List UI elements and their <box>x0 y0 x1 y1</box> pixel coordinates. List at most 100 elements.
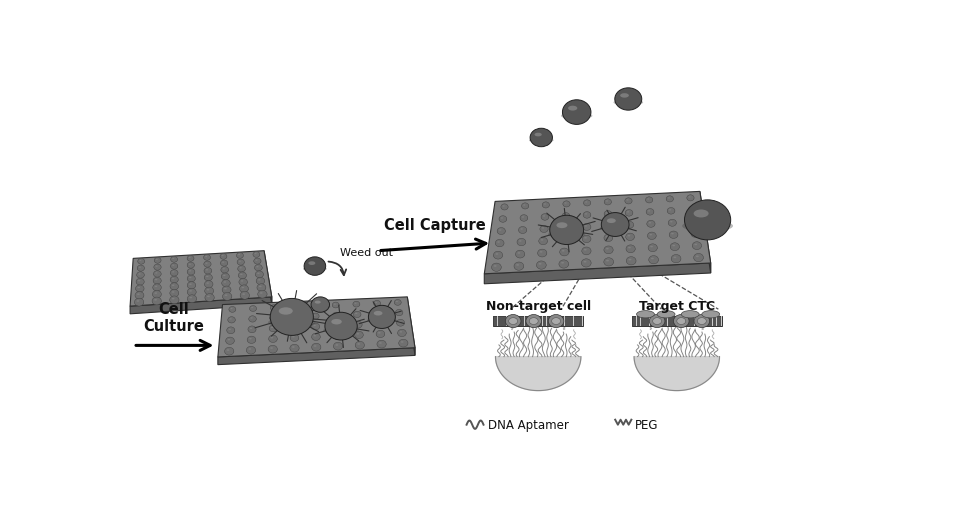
Ellipse shape <box>222 282 230 286</box>
Polygon shape <box>712 317 716 326</box>
Ellipse shape <box>290 344 299 352</box>
Ellipse shape <box>673 245 676 247</box>
Ellipse shape <box>154 278 161 284</box>
Ellipse shape <box>222 280 230 287</box>
Ellipse shape <box>170 272 178 276</box>
Ellipse shape <box>139 261 141 262</box>
Polygon shape <box>218 348 415 365</box>
Ellipse shape <box>135 285 144 292</box>
Ellipse shape <box>582 224 591 231</box>
Ellipse shape <box>334 314 336 315</box>
Polygon shape <box>668 317 672 326</box>
Ellipse shape <box>377 322 379 324</box>
Ellipse shape <box>398 330 406 337</box>
Ellipse shape <box>136 300 139 302</box>
Text: Cell
Culture: Cell Culture <box>144 301 204 333</box>
Ellipse shape <box>190 290 191 292</box>
Ellipse shape <box>378 332 381 334</box>
Ellipse shape <box>155 286 157 287</box>
Ellipse shape <box>628 235 630 237</box>
Ellipse shape <box>240 292 250 299</box>
Ellipse shape <box>257 278 264 285</box>
Ellipse shape <box>170 290 179 297</box>
Ellipse shape <box>155 279 157 281</box>
Ellipse shape <box>668 198 670 199</box>
Ellipse shape <box>332 325 341 328</box>
Ellipse shape <box>206 283 209 284</box>
Ellipse shape <box>649 315 665 328</box>
Ellipse shape <box>689 221 698 225</box>
Ellipse shape <box>312 304 319 309</box>
Ellipse shape <box>647 235 656 239</box>
Ellipse shape <box>304 258 326 276</box>
Ellipse shape <box>205 287 214 295</box>
Ellipse shape <box>538 240 547 244</box>
Ellipse shape <box>514 265 524 270</box>
Ellipse shape <box>584 237 587 239</box>
Ellipse shape <box>170 285 179 289</box>
Ellipse shape <box>674 257 677 259</box>
Ellipse shape <box>188 269 194 276</box>
Ellipse shape <box>230 309 232 310</box>
Ellipse shape <box>494 254 503 259</box>
Ellipse shape <box>137 266 145 272</box>
Ellipse shape <box>692 244 702 249</box>
Ellipse shape <box>581 262 591 266</box>
Ellipse shape <box>291 326 298 330</box>
Ellipse shape <box>257 267 259 268</box>
Ellipse shape <box>520 217 528 221</box>
Ellipse shape <box>170 277 178 283</box>
Ellipse shape <box>258 273 260 274</box>
Ellipse shape <box>537 262 546 270</box>
Ellipse shape <box>255 265 262 271</box>
Ellipse shape <box>688 197 691 198</box>
Ellipse shape <box>172 292 175 293</box>
Ellipse shape <box>137 274 145 278</box>
Ellipse shape <box>672 258 681 262</box>
Ellipse shape <box>312 343 321 351</box>
Ellipse shape <box>220 254 226 260</box>
Ellipse shape <box>368 306 396 329</box>
Ellipse shape <box>135 287 144 291</box>
Ellipse shape <box>604 246 613 255</box>
Ellipse shape <box>250 306 257 312</box>
Ellipse shape <box>204 262 211 268</box>
Ellipse shape <box>650 246 653 248</box>
Ellipse shape <box>646 211 654 215</box>
Ellipse shape <box>312 314 319 320</box>
Ellipse shape <box>692 242 702 250</box>
Ellipse shape <box>268 335 277 343</box>
Ellipse shape <box>268 345 277 353</box>
Ellipse shape <box>237 262 244 265</box>
Polygon shape <box>632 317 721 326</box>
Ellipse shape <box>228 307 236 313</box>
Ellipse shape <box>312 326 320 329</box>
Ellipse shape <box>550 216 583 245</box>
Ellipse shape <box>224 275 226 277</box>
Ellipse shape <box>542 216 545 217</box>
Ellipse shape <box>648 223 651 224</box>
Ellipse shape <box>152 297 161 306</box>
Ellipse shape <box>376 331 385 338</box>
Ellipse shape <box>399 342 408 346</box>
Ellipse shape <box>258 280 260 281</box>
Ellipse shape <box>355 303 357 304</box>
Ellipse shape <box>189 271 191 272</box>
Ellipse shape <box>607 219 616 224</box>
Ellipse shape <box>291 316 298 320</box>
Ellipse shape <box>172 278 174 280</box>
Polygon shape <box>565 317 569 326</box>
Ellipse shape <box>333 342 343 350</box>
Ellipse shape <box>138 261 145 264</box>
Ellipse shape <box>170 270 178 277</box>
Ellipse shape <box>522 204 529 210</box>
Ellipse shape <box>626 245 636 253</box>
Ellipse shape <box>256 271 263 278</box>
Ellipse shape <box>604 223 612 230</box>
Ellipse shape <box>271 317 274 318</box>
Ellipse shape <box>325 313 358 340</box>
Polygon shape <box>525 317 529 326</box>
Polygon shape <box>704 317 708 326</box>
Ellipse shape <box>222 262 225 263</box>
Ellipse shape <box>246 349 256 353</box>
